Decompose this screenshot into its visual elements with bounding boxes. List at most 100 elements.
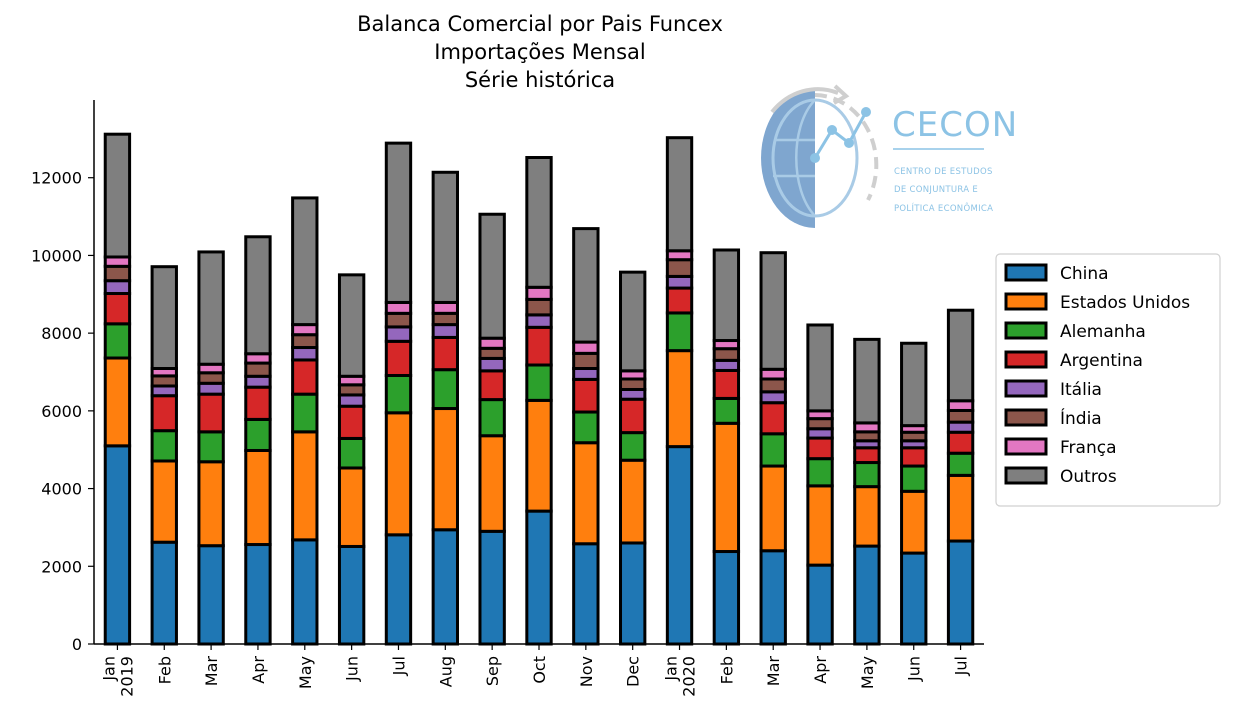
y-tick-label-12000: 12000 [31, 169, 82, 188]
bar-estados-unidos-2 [197, 460, 225, 548]
bar-india-11 [619, 377, 647, 391]
bar-italia-6 [384, 325, 413, 343]
bar-italia-4 [291, 346, 319, 362]
bar-india-4 [291, 333, 319, 350]
bar-argentina-7 [431, 335, 459, 372]
bar-stack-2 [197, 250, 225, 646]
bar-argentina-8 [478, 369, 506, 402]
chart-title-line-1: Balanca Comercial por Pais Funcex [357, 12, 723, 36]
x-tick-label-8: Sep [483, 656, 502, 686]
bar-argentina-14 [759, 401, 787, 436]
bar-alemanha-4 [291, 392, 319, 434]
x-tick-label-12-line-1: 2020 [680, 656, 699, 697]
legend-swatch-india [1004, 408, 1048, 427]
bar-franca-10 [572, 340, 600, 355]
bar-alemanha-5 [337, 436, 366, 470]
bar-outros-1 [150, 265, 178, 371]
bar-italia-14 [759, 390, 787, 405]
globe-chart-icon [761, 84, 879, 228]
bar-italia-13 [712, 358, 741, 372]
bar-estados-unidos-13 [712, 421, 741, 554]
bar-stack-3 [244, 235, 272, 646]
bar-china-5 [337, 544, 366, 646]
bar-stack-11 [619, 270, 647, 646]
x-tick-label-16: May [858, 656, 877, 689]
logo-subtitle-line-3: POLÍTICA ECONÔMICA [894, 202, 993, 214]
bar-stack-5 [337, 273, 366, 646]
bar-estados-unidos-0 [103, 356, 132, 448]
bar-outros-18 [946, 308, 975, 403]
bar-alemanha-11 [619, 431, 647, 462]
bar-stack-12 [665, 136, 694, 646]
legend-swatch-argentina [1004, 350, 1048, 369]
bar-china-18 [946, 539, 975, 646]
bar-estados-unidos-9 [525, 398, 553, 513]
bar-outros-5 [337, 273, 366, 378]
bar-outros-8 [478, 212, 506, 340]
x-tick-label-0-line-0: Jan [99, 656, 118, 682]
bar-china-14 [759, 549, 787, 646]
y-tick-label-10000: 10000 [31, 246, 82, 265]
bar-china-11 [619, 541, 647, 646]
bar-alemanha-8 [478, 398, 506, 438]
legend-item-argentina: Argentina [1004, 350, 1143, 371]
x-tick-label-4: May [296, 656, 315, 689]
bar-argentina-5 [337, 404, 366, 440]
bar-outros-10 [572, 227, 600, 344]
legend-label-outros: Outros [1060, 467, 1117, 487]
bar-alemanha-17 [900, 464, 928, 493]
bar-argentina-17 [900, 446, 928, 468]
y-tick-label-6000: 6000 [41, 402, 82, 421]
bar-italia-8 [478, 356, 506, 373]
y-tick-label-4000: 4000 [41, 480, 82, 499]
bar-estados-unidos-11 [619, 458, 647, 545]
legend-swatch-estados-unidos [1004, 292, 1048, 311]
bar-alemanha-6 [384, 373, 413, 415]
bar-india-5 [337, 383, 366, 397]
bar-china-0 [103, 444, 132, 646]
bar-outros-12 [665, 136, 694, 253]
bar-argentina-6 [384, 339, 413, 377]
bar-stack-8 [478, 212, 506, 646]
bar-estados-unidos-15 [806, 484, 834, 567]
logo-subtitle-line-1: CENTRO DE ESTUDOS [894, 167, 993, 177]
legend-item-china: China [1004, 263, 1109, 284]
bar-franca-7 [431, 300, 459, 315]
legend-frame [995, 253, 1221, 507]
bar-china-6 [384, 533, 413, 646]
x-tick-label-5: Jun [343, 656, 362, 682]
bar-china-13 [712, 550, 741, 646]
bar-china-1 [150, 540, 178, 646]
x-tick-label-18: Jul [952, 656, 971, 676]
bar-india-0 [103, 264, 132, 283]
bar-outros-14 [759, 251, 787, 371]
bar-stack-9 [525, 156, 553, 646]
bar-outros-0 [103, 132, 132, 259]
x-tick-label-14: Mar [764, 656, 783, 687]
x-tick-label-7: Aug [436, 656, 455, 687]
legend-label-franca: França [1060, 438, 1117, 458]
bar-italia-9 [525, 313, 553, 329]
bar-alemanha-13 [712, 396, 741, 425]
bar-estados-unidos-1 [150, 459, 178, 544]
bar-outros-7 [431, 170, 459, 304]
legend-item-italia: Itália [1004, 379, 1102, 400]
bar-argentina-18 [946, 430, 975, 455]
bar-stack-17 [900, 341, 928, 646]
bar-estados-unidos-8 [478, 434, 506, 533]
x-tick-label-11: Dec [624, 656, 643, 687]
bar-italia-10 [572, 367, 600, 381]
x-tick-label-6: Jul [389, 656, 408, 676]
bars-layer [103, 132, 975, 646]
x-tick-label-15: Apr [811, 656, 830, 684]
bar-estados-unidos-3 [244, 448, 272, 547]
legend-swatch-franca [1004, 437, 1048, 456]
bar-outros-11 [619, 270, 647, 373]
bar-alemanha-9 [525, 363, 553, 402]
x-tick-label-9: Oct [530, 656, 549, 684]
bar-outros-9 [525, 156, 553, 289]
logo-wordmark: CECON [892, 105, 1018, 145]
bar-estados-unidos-12 [665, 349, 694, 449]
bar-estados-unidos-17 [900, 489, 928, 555]
bar-stack-18 [946, 308, 975, 646]
